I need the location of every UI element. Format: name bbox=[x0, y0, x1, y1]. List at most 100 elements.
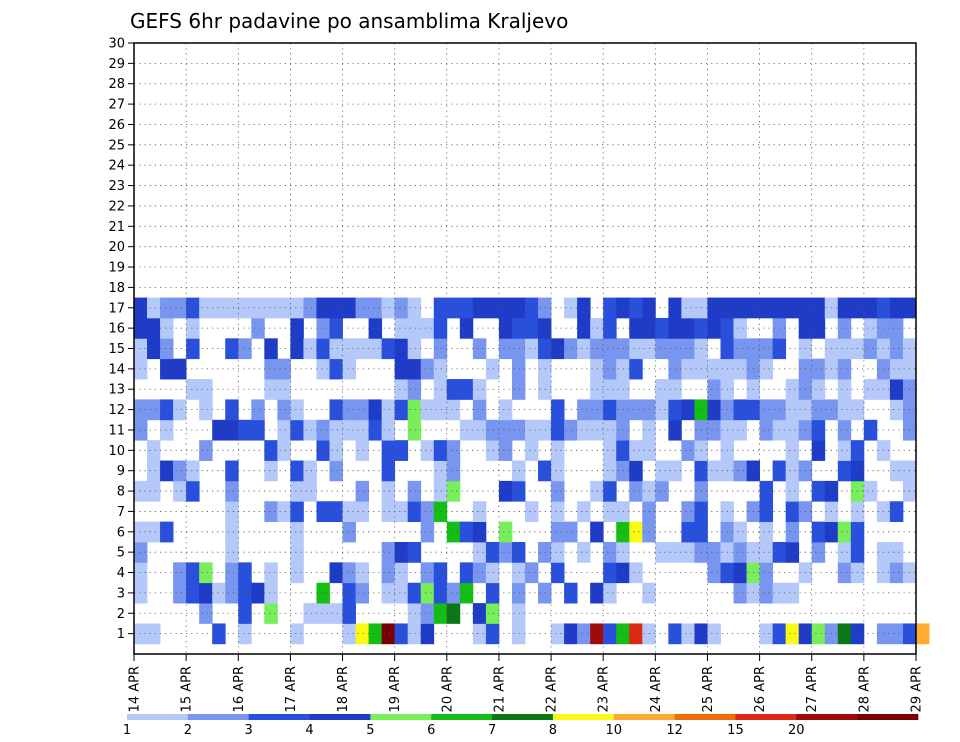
data-cell bbox=[538, 419, 552, 441]
data-cell bbox=[551, 501, 565, 523]
data-cell bbox=[511, 379, 526, 400]
data-cell bbox=[381, 338, 396, 360]
data-cell bbox=[551, 521, 565, 543]
data-cell bbox=[811, 379, 826, 400]
data-cell bbox=[785, 399, 800, 421]
data-cell bbox=[212, 623, 226, 645]
data-cell bbox=[407, 480, 422, 502]
y-tick-label: 25 bbox=[108, 138, 125, 153]
data-cell bbox=[603, 419, 617, 441]
data-cell bbox=[837, 297, 852, 319]
colorbar-swatch bbox=[674, 714, 736, 720]
data-cell bbox=[290, 338, 304, 360]
data-cell bbox=[134, 297, 148, 319]
data-cell bbox=[264, 501, 278, 523]
data-cell bbox=[629, 623, 643, 645]
data-cell bbox=[433, 317, 448, 339]
data-cell bbox=[212, 297, 226, 319]
data-cell bbox=[342, 399, 356, 421]
data-cell bbox=[368, 338, 383, 360]
data-cell bbox=[681, 623, 695, 645]
data-cell bbox=[837, 460, 852, 482]
data-cell bbox=[498, 338, 513, 360]
data-cell bbox=[420, 582, 435, 604]
data-cell bbox=[498, 480, 513, 502]
data-cell bbox=[407, 582, 422, 604]
data-cell bbox=[290, 399, 304, 421]
data-cell bbox=[577, 297, 591, 319]
data-cell bbox=[264, 358, 278, 380]
data-cell bbox=[889, 338, 904, 360]
data-cell bbox=[785, 480, 800, 502]
data-cell bbox=[147, 480, 161, 502]
data-cell bbox=[889, 623, 904, 645]
data-cell bbox=[394, 623, 409, 645]
colorbar-swatch bbox=[857, 714, 919, 720]
data-cell bbox=[472, 562, 487, 584]
data-cell bbox=[629, 399, 643, 421]
data-cell bbox=[538, 582, 552, 604]
data-cell bbox=[407, 541, 422, 563]
data-cell bbox=[785, 521, 800, 543]
data-cell bbox=[147, 317, 161, 339]
data-cell bbox=[863, 338, 878, 360]
colorbar: 1 2 3 4 5 6 7 8 10 12 15 20 bbox=[123, 714, 919, 738]
data-cell bbox=[238, 562, 252, 584]
data-cell bbox=[681, 541, 695, 563]
data-cell bbox=[420, 623, 435, 645]
data-cell bbox=[707, 419, 721, 441]
data-cell bbox=[238, 338, 252, 360]
data-cell bbox=[759, 358, 774, 380]
data-cell bbox=[707, 623, 721, 645]
data-cell bbox=[759, 338, 774, 360]
data-cell bbox=[394, 440, 409, 461]
data-cell bbox=[394, 317, 409, 339]
data-cell bbox=[251, 399, 265, 421]
data-cell bbox=[837, 317, 852, 339]
data-cell bbox=[186, 460, 200, 482]
data-cell bbox=[525, 419, 539, 441]
data-cell bbox=[160, 419, 174, 441]
data-cell bbox=[277, 419, 291, 441]
data-cell bbox=[420, 603, 435, 624]
data-cell bbox=[707, 460, 721, 482]
data-cell bbox=[707, 317, 721, 339]
data-cell bbox=[160, 521, 174, 543]
data-cell bbox=[316, 582, 330, 604]
colorbar-label: 1 bbox=[123, 723, 131, 738]
y-tick-label: 12 bbox=[108, 403, 125, 418]
data-cell bbox=[329, 501, 343, 523]
data-cell bbox=[629, 460, 643, 482]
data-cell bbox=[381, 460, 396, 482]
data-cell bbox=[811, 440, 826, 461]
data-cell bbox=[707, 562, 721, 584]
data-cell bbox=[811, 399, 826, 421]
data-cell bbox=[863, 379, 878, 400]
data-cell bbox=[498, 297, 513, 319]
data-cell bbox=[538, 379, 552, 400]
data-cell bbox=[472, 623, 487, 645]
data-cell bbox=[811, 317, 826, 339]
data-cell bbox=[629, 338, 643, 360]
data-cell bbox=[733, 582, 747, 604]
data-cell bbox=[433, 338, 448, 360]
colorbar-label: 3 bbox=[245, 723, 253, 738]
data-cell bbox=[407, 317, 422, 339]
data-cell bbox=[485, 623, 500, 645]
data-cell bbox=[681, 440, 695, 461]
data-cell bbox=[811, 623, 826, 645]
data-cell bbox=[811, 419, 826, 441]
y-tick-label: 15 bbox=[108, 342, 125, 357]
data-cell bbox=[433, 358, 448, 380]
chart-title: GEFS 6hr padavine po ansamblima Kraljevo bbox=[130, 9, 568, 33]
x-tick-label: 22 APR bbox=[545, 666, 560, 712]
data-cell bbox=[837, 440, 852, 461]
x-tick-label: 21 APR bbox=[492, 666, 507, 712]
data-cell bbox=[837, 521, 852, 543]
data-cell bbox=[863, 317, 878, 339]
data-cell bbox=[329, 317, 343, 339]
data-cell bbox=[472, 419, 487, 441]
data-cell bbox=[355, 399, 369, 421]
data-cell bbox=[277, 297, 291, 319]
data-cell bbox=[368, 297, 383, 319]
